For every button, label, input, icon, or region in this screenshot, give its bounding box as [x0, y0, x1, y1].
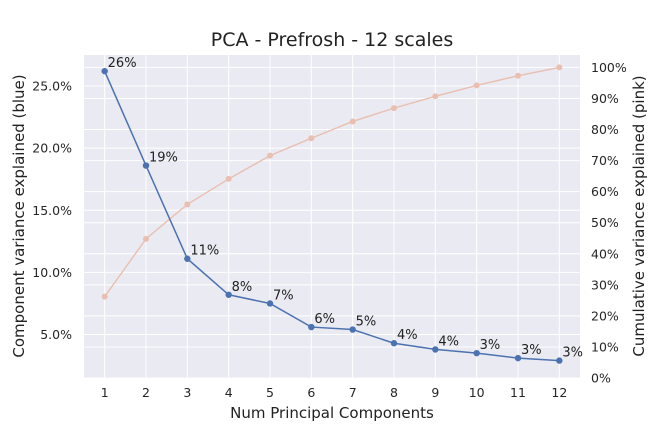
x-tick-label-3: 3: [183, 385, 191, 400]
cumulative-point-9: [432, 93, 439, 100]
component-point-2: [142, 162, 150, 169]
data-label-11: 3%: [521, 343, 542, 358]
y-right-tick-label-5: 40%: [591, 246, 619, 261]
cumulative-point-4: [225, 175, 232, 182]
cumulative-point-1: [101, 293, 108, 300]
x-tick-label-10: 10: [469, 385, 485, 400]
data-label-8: 4%: [397, 328, 418, 343]
component-point-5: [266, 300, 274, 307]
y-right-tick-label-6: 50%: [591, 215, 619, 230]
data-label-1: 26%: [108, 56, 137, 71]
component-point-3: [184, 255, 191, 262]
cumulative-line: [104, 66, 560, 298]
component-point-10: [473, 349, 480, 357]
cumulative-point-11: [515, 72, 521, 79]
data-label-2: 19%: [149, 151, 178, 166]
component-point-9: [432, 346, 439, 353]
x-tick-labels: 1 2 3 4 5 6 7 8 9 10 11 12: [101, 385, 568, 400]
data-label-3: 11%: [190, 244, 219, 259]
component-point-4: [225, 291, 232, 298]
cumulative-point-8: [391, 105, 397, 112]
component-point-11: [514, 354, 522, 362]
data-label-6: 6%: [314, 312, 335, 327]
y-right-tick-label-9: 80%: [591, 122, 619, 137]
plot-area: [84, 55, 580, 378]
y-right-tick-label-8: 70%: [591, 153, 619, 168]
x-tick-label-8: 8: [390, 385, 398, 400]
cumulative-point-2: [143, 235, 149, 242]
y-left-tick-label-3: 15.0%: [32, 203, 72, 218]
cumulative-point-5: [267, 152, 273, 159]
x-tick-label-4: 4: [225, 385, 233, 400]
data-label-5: 7%: [273, 288, 294, 303]
y-right-axis-label: Cumulative variance explained (pink): [630, 75, 648, 356]
x-tick-label-5: 5: [266, 385, 274, 400]
x-tick-label-1: 1: [101, 385, 109, 400]
cumulative-point-7: [349, 118, 356, 125]
component-point-1: [101, 67, 108, 75]
data-label-12: 3%: [562, 346, 583, 361]
cumulative-point-12: [556, 64, 563, 71]
data-label-7: 5%: [356, 315, 377, 330]
data-label-10: 3%: [480, 338, 501, 353]
cumulative-point-6: [308, 135, 315, 142]
data-label-9: 4%: [438, 334, 459, 349]
cumulative-point-10: [473, 82, 480, 89]
chart-title: PCA - Prefrosh - 12 scales: [211, 29, 454, 51]
y-left-tick-label-5: 25.0%: [32, 79, 72, 94]
component-point-6: [308, 323, 315, 331]
y-left-tick-labels: 5.0% 10.0% 15.0% 20.0% 25.0%: [32, 79, 72, 342]
y-right-tick-labels: 0% 10% 20% 30% 40% 50% 60% 70% 80% 90% 100%: [591, 60, 627, 386]
y-right-tick-label-1: 0%: [591, 371, 611, 386]
y-left-axis-label: Component variance explained (blue): [10, 74, 28, 357]
component-point-8: [390, 340, 398, 347]
component-point-7: [349, 326, 356, 333]
series-component: [101, 67, 563, 364]
component-line: [103, 70, 560, 362]
series-cumulative: [101, 64, 563, 300]
x-tick-label-12: 12: [551, 385, 567, 400]
x-tick-label-11: 11: [510, 385, 526, 400]
y-left-tick-label-1: 5.0%: [40, 327, 72, 342]
y-left-tick-label-2: 10.0%: [32, 265, 72, 280]
x-tick-label-7: 7: [349, 385, 357, 400]
y-right-tick-label-4: 30%: [591, 277, 619, 292]
y-right-tick-label-2: 10%: [591, 339, 619, 354]
data-label-4: 8%: [232, 280, 253, 295]
y-right-tick-label-3: 20%: [591, 308, 619, 323]
y-right-tick-label-10: 90%: [591, 91, 619, 106]
y-right-tick-label-7: 60%: [591, 184, 619, 199]
x-tick-label-2: 2: [142, 385, 150, 400]
data-labels: 26% 19% 11% 8% 7% 6% 5% 4% 4% 3% 3% 3%: [108, 56, 583, 360]
x-tick-label-6: 6: [307, 385, 315, 400]
cumulative-point-3: [184, 201, 191, 208]
y-right-tick-label-11: 100%: [591, 60, 627, 75]
grid-lines: [84, 55, 580, 379]
component-point-12: [556, 357, 563, 364]
y-left-tick-label-4: 20.0%: [32, 141, 72, 156]
x-tick-label-9: 9: [431, 385, 439, 400]
x-axis-label: Num Principal Components: [230, 404, 434, 422]
